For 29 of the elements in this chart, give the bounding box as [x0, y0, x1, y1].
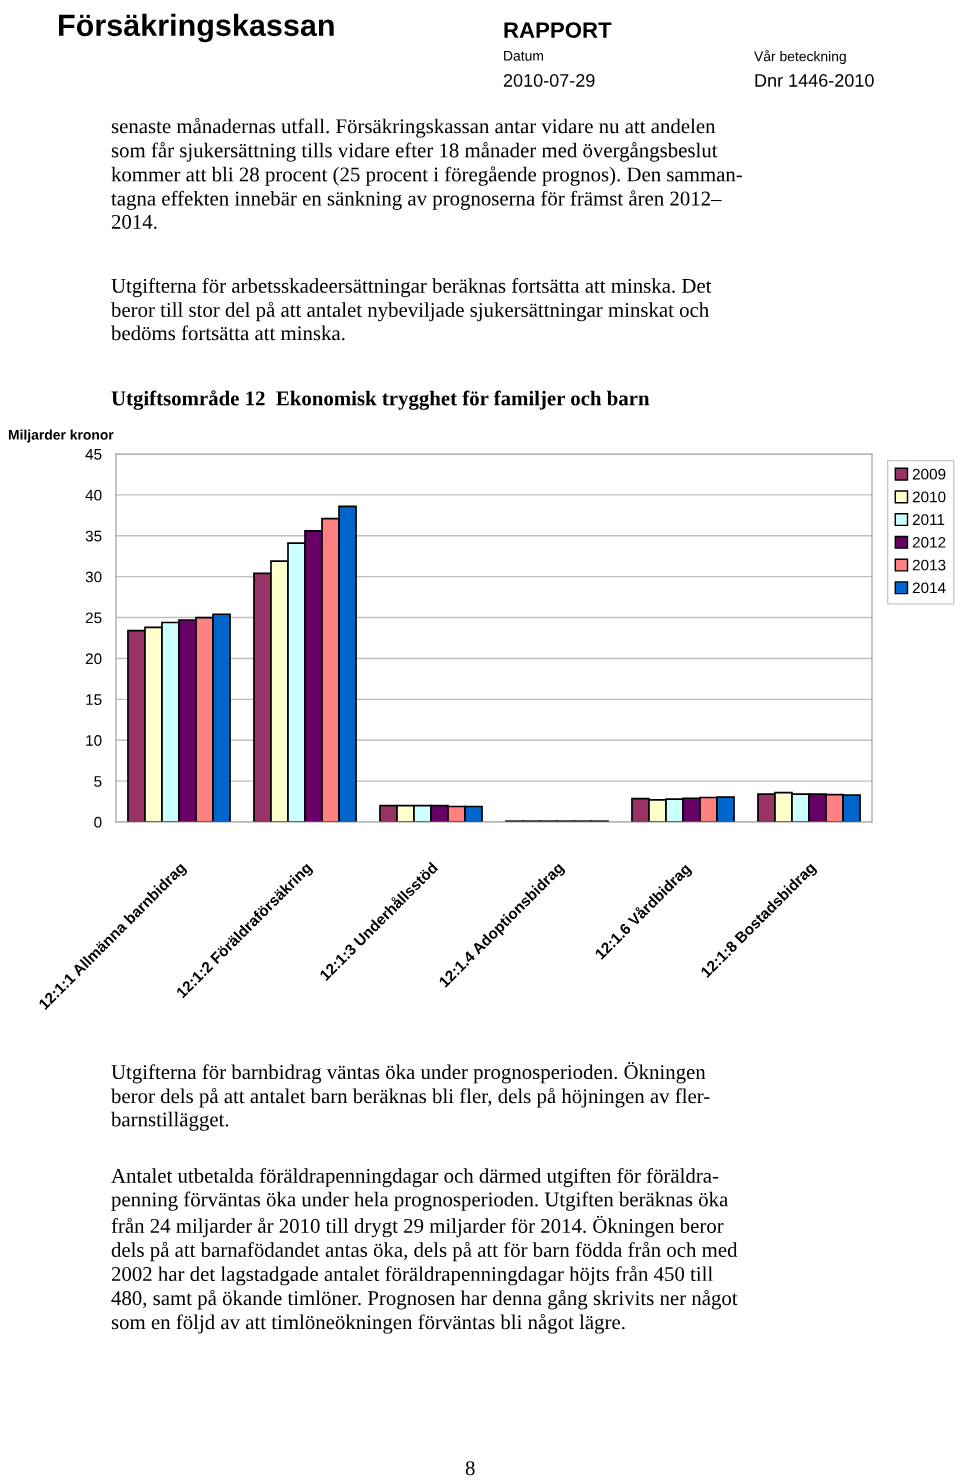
text: Försäkringskassan: [59, 13, 334, 43]
chart-title: Utgiftsområde 12 Ekonomisk trygghet för familjer och barn: [111, 390, 650, 410]
y-axis-title: Miljarder kronor: [8, 429, 114, 443]
y-tick-label: 20: [85, 653, 102, 665]
y-tick-label: 10: [86, 735, 102, 746]
text: RAPPORT: [504, 22, 612, 38]
y-tick-label: 35: [85, 530, 102, 542]
legend-label: 2010: [912, 491, 946, 503]
legend-label: 2009: [912, 468, 946, 480]
y-tick-label: 40: [85, 489, 102, 501]
text: Datum: [504, 51, 543, 61]
legend-label: 2012: [912, 536, 946, 548]
y-tick-label: 25: [85, 612, 102, 624]
y-tick-label: 45: [85, 449, 102, 460]
y-tick-label: 5: [94, 776, 102, 787]
legend-label: 2013: [912, 559, 946, 571]
text: Utgifterna för arbetsskadeersättningar beräknas fortsätta att minska. Det beror till stor del på att antalet nybeviljade sjukersättningar minskat och bedöms fortsätta att minska.: [111, 278, 712, 341]
legend-label: 2014: [912, 582, 946, 594]
y-tick-label: 15: [86, 694, 102, 706]
y-tick-label: 0: [94, 816, 102, 828]
text: Vår beteckning: [754, 49, 846, 65]
text: Antalet utbetalda föräldrapenningdagar och därmed utgiften för föräldra- penning förväntas öka under hela prognosperioden. Utgiften beräknas öka från 24 miljarder år 2010 till drygt 29 miljarder för 2014. Ökningen beror dels på att barnafödandet antas öka, dels på att för barn födda från och med 2002 har det lagstadgade antalet föräldrapenningdagar höjts från 450 till 480, samt på ökande timlöner. Prognosen har denna gång skrivits ner något som en följd av att timlöneökningen förväntas bli något lägre.: [111, 1168, 738, 1334]
text: Utgifterna för barnbidrag väntas öka under prognosperioden. Ökningen beror dels på att antalet barn beräknas bli fler, dels på höjningen av fler- barnstillägget.: [111, 1062, 710, 1131]
text: senaste månadernas utfall. Försäkringskassan antar vidare nu att andelen som får sjukersättning tills vidare efter 18 månader med övergångsbeslut kommer att bli 28 procent (25 procent i föregående prognos). Den samman- tagna effekten innebär en sänkning av prognoserna för främst åren 2012– 2014.: [111, 118, 742, 229]
text: Dnr 1446-2010: [755, 74, 874, 87]
text: 8: [465, 1461, 475, 1476]
y-tick-label: 30: [85, 571, 102, 583]
legend-label: 2011: [912, 514, 945, 526]
text: 2010-07-29: [503, 74, 595, 87]
